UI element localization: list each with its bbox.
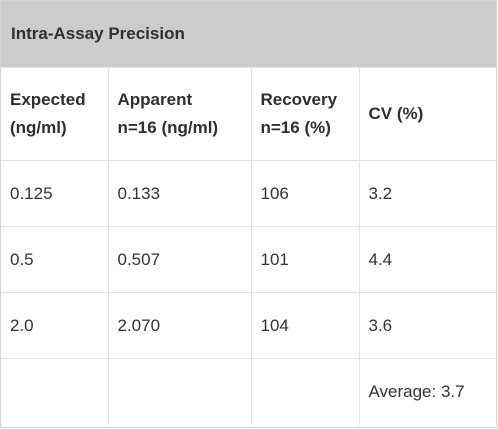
cell-apparent: 2.070: [108, 292, 252, 359]
header-expected-line2: (ng/ml): [10, 118, 67, 137]
cell-expected: 0.125: [1, 160, 109, 227]
table-row: 2.0 2.070 104 3.6: [1, 292, 497, 359]
table-header-row: Expected (ng/ml) Apparent n=16 (ng/ml) R…: [1, 67, 497, 161]
cell-cv-average: Average: 3.7: [368, 382, 465, 401]
cell-empty: [251, 358, 360, 425]
header-apparent: Apparent n=16 (ng/ml): [108, 67, 252, 161]
table-row-average: Average: 3.7: [1, 358, 496, 425]
cell-cv: 3.2: [359, 160, 497, 227]
cell-apparent: 0.133: [108, 160, 252, 227]
cell-expected: 0.5: [1, 226, 109, 293]
header-recovery-line1: Recovery: [260, 90, 338, 109]
table-row: 0.5 0.507 101 4.4: [1, 226, 497, 293]
cell-recovery: 101: [251, 226, 360, 293]
header-apparent-line2: n=16 (ng/ml): [117, 118, 219, 137]
table-title: Intra-Assay Precision: [1, 1, 497, 68]
cell-empty: [108, 358, 252, 425]
header-expected-line1: Expected: [10, 90, 86, 109]
header-recovery: Recovery n=16 (%): [251, 67, 360, 161]
cell-cv: 3.6: [359, 292, 497, 359]
cell-recovery: 104: [251, 292, 360, 359]
header-cv-line1: CV (%): [368, 104, 424, 123]
cell-empty: [1, 358, 109, 425]
header-cv: CV (%): [359, 67, 497, 161]
header-expected: Expected (ng/ml): [1, 67, 109, 161]
cell-expected: 2.0: [1, 292, 109, 359]
cell-cv: 4.4: [359, 226, 497, 293]
table-title-row: Intra-Assay Precision: [1, 1, 497, 68]
cell-recovery: 106: [251, 160, 360, 227]
cell-apparent: 0.507: [108, 226, 252, 293]
header-recovery-line2: n=16 (%): [260, 118, 331, 137]
table-row: 0.125 0.133 106 3.2: [1, 160, 497, 227]
header-apparent-line1: Apparent: [117, 90, 193, 109]
